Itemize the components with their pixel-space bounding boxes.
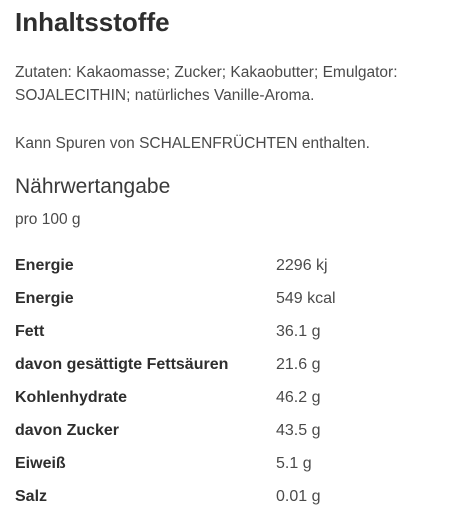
nutrient-label: Energie [15,290,74,307]
ingredients-text: Zutaten: Kakaomasse; Zucker; Kakaobutter… [15,64,398,104]
nutrition-row-sugar: davon Zucker 43.5 g [15,416,455,449]
nutrient-value: 43.5 g [276,422,321,439]
nutrition-per-unit: pro 100 g [15,211,81,228]
nutrient-label: davon gesättigte Fettsäuren [15,356,229,373]
nutrition-row-carbohydrates: Kohlenhydrate 46.2 g [15,383,455,416]
nutrition-row-salt: Salz 0.01 g [15,482,455,514]
nutrient-label: Salz [15,488,48,505]
nutrient-label: Energie [15,257,74,274]
nutrition-row-energy-kcal: Energie 549 kcal [15,284,455,317]
nutrition-row-protein: Eiweiß 5.1 g [15,449,455,482]
nutrient-label: Fett [15,323,45,340]
nutrition-row-fat: Fett 36.1 g [15,317,455,350]
nutrition-table: Energie 2296 kj Energie 549 kcal Fett 36… [15,251,455,514]
nutrition-heading: Nährwertangabe [15,175,171,198]
nutrient-label: davon Zucker [15,422,120,439]
nutrient-value: 36.1 g [276,323,321,340]
nutrition-row-energy-kj: Energie 2296 kj [15,251,455,284]
nutrient-value: 0.01 g [276,488,321,505]
allergen-notice: Kann Spuren von SCHALENFRÜCHTEN enthalte… [15,135,370,152]
nutrient-value: 46.2 g [276,389,321,406]
nutrient-value: 549 kcal [276,290,336,307]
nutrition-row-saturated-fat: davon gesättigte Fettsäuren 21.6 g [15,350,455,383]
nutrient-label: Kohlenhydrate [15,389,128,406]
nutrient-value: 2296 kj [276,257,328,274]
nutrient-value: 21.6 g [276,356,321,373]
ingredients-heading: Inhaltsstoffe [15,7,170,37]
nutrient-label: Eiweiß [15,455,66,472]
nutrient-value: 5.1 g [276,455,312,472]
